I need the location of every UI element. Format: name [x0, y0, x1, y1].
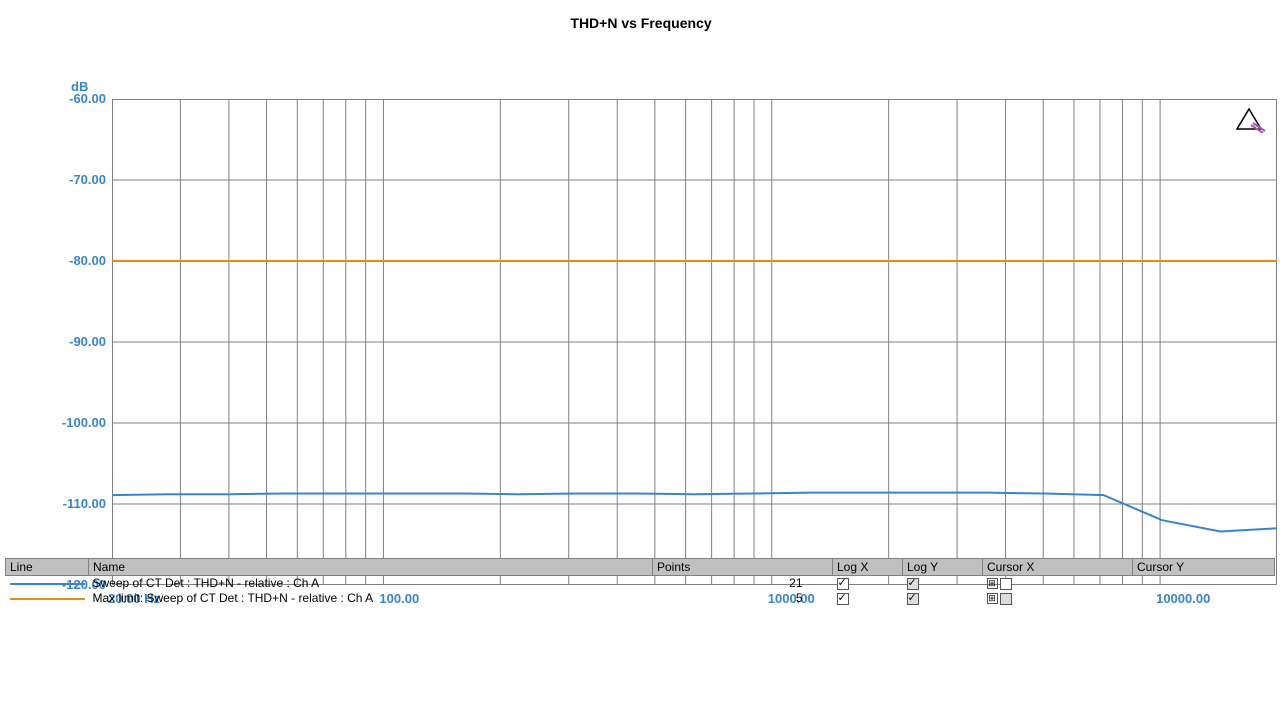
logx-checkbox[interactable]: [833, 591, 903, 606]
y-tick-label: -70.00: [46, 172, 106, 187]
legend-line-sample: [6, 576, 89, 592]
legend-name: Sweep of CT Det : THD+N - relative : Ch …: [89, 576, 653, 592]
cursory-cell: [1133, 576, 1275, 592]
cursorx-cell[interactable]: ⊞: [983, 591, 1133, 606]
legend-line-sample: [6, 591, 89, 606]
col-logy[interactable]: Log Y: [903, 559, 983, 576]
col-logx[interactable]: Log X: [833, 559, 903, 576]
cursorx-cell[interactable]: ⊞: [983, 576, 1133, 592]
legend-points: 5: [653, 591, 833, 606]
chart-title: THD+N vs Frequency: [0, 0, 1282, 31]
legend-row: Max limit: Sweep of CT Det : THD+N - rel…: [6, 591, 1275, 606]
plot-svg: [112, 99, 1277, 585]
legend-header-row: Line Name Points Log X Log Y Cursor X Cu…: [6, 559, 1275, 576]
logx-checkbox[interactable]: [833, 576, 903, 592]
y-tick-label: -110.00: [46, 496, 106, 511]
legend-table: Line Name Points Log X Log Y Cursor X Cu…: [5, 558, 1275, 606]
col-points[interactable]: Points: [653, 559, 833, 576]
cursor-icon: [1231, 105, 1267, 133]
col-name[interactable]: Name: [89, 559, 653, 576]
y-tick-label: -60.00: [46, 91, 106, 106]
y-tick-label: -80.00: [46, 253, 106, 268]
legend-row: Sweep of CT Det : THD+N - relative : Ch …: [6, 576, 1275, 592]
cursory-cell: [1133, 591, 1275, 606]
col-cursory[interactable]: Cursor Y: [1133, 559, 1275, 576]
logy-checkbox[interactable]: [903, 591, 983, 606]
col-line[interactable]: Line: [6, 559, 89, 576]
col-cursorx[interactable]: Cursor X: [983, 559, 1133, 576]
legend-points: 21: [653, 576, 833, 592]
legend-name: Max limit: Sweep of CT Det : THD+N - rel…: [89, 591, 653, 606]
y-tick-label: -100.00: [46, 415, 106, 430]
y-tick-label: -90.00: [46, 334, 106, 349]
logy-checkbox[interactable]: [903, 576, 983, 592]
